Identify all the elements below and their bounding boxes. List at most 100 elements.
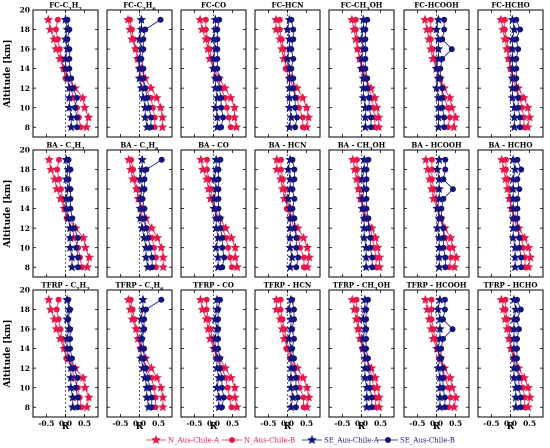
panel-0-CH3OH: FC-CH3OH	[328, 1, 395, 138]
data-point-N_Aus-Chile-A	[525, 392, 535, 402]
data-point-N_Aus-Chile-B	[56, 176, 62, 183]
data-point-SE_Aus-Chile-B	[75, 264, 82, 271]
data-point-N_Aus-Chile-B	[427, 16, 434, 23]
data-point-SE_Aus-Chile-A	[434, 184, 444, 194]
data-point-SE_Aus-Chile-A	[509, 372, 519, 382]
data-point-SE_Aus-Chile-A	[285, 262, 295, 272]
data-point-SE_Aus-Chile-B	[367, 244, 374, 251]
data-point-SE_Aus-Chile-B	[291, 176, 298, 183]
data-point-N_Aus-Chile-B	[203, 296, 210, 303]
panel-2-HCOOH: -0.5 0.0 0.5 TFRP - HCOOH	[403, 281, 470, 428]
data-point-SE_Aus-Chile-A	[507, 44, 518, 54]
x-axis-label: R	[136, 422, 144, 432]
panel-2-CH3OH: -0.5 0.0 0.5 TFRP - CH3OH	[328, 281, 395, 428]
data-point-SE_Aus-Chile-B	[515, 374, 522, 381]
data-point-N_Aus-Chile-B	[300, 264, 307, 271]
data-point-N_Aus-Chile-A	[45, 304, 56, 314]
data-point-SE_Aus-Chile-A	[66, 372, 76, 382]
panel-2-HCHO: -0.5 0.0 0.5 TFRP - HCHO	[477, 281, 544, 428]
data-point-N_Aus-Chile-A	[79, 102, 90, 112]
panel-0-C2H2: 8 10 12 14 16 18 20 FC-C2H2	[20, 1, 99, 138]
data-point-SE_Aus-Chile-A	[358, 92, 369, 102]
data-point-N_Aus-Chile-B	[126, 16, 133, 23]
data-point-SE_Aus-Chile-A	[66, 112, 76, 122]
data-point-N_Aus-Chile-B	[225, 244, 232, 251]
data-point-N_Aus-Chile-B	[225, 114, 232, 121]
data-point-N_Aus-Chile-A	[195, 14, 205, 24]
data-point-N_Aus-Chile-A	[450, 112, 461, 122]
data-point-N_Aus-Chile-B	[129, 306, 136, 313]
data-point-SE_Aus-Chile-B	[292, 124, 299, 131]
data-point-SE_Aus-Chile-B	[67, 345, 74, 352]
data-point-SE_Aus-Chile-B	[366, 104, 373, 111]
data-point-N_Aus-Chile-B	[352, 16, 359, 23]
data-point-SE_Aus-Chile-B	[214, 26, 221, 33]
data-point-SE_Aus-Chile-B	[442, 156, 449, 163]
data-point-N_Aus-Chile-A	[81, 122, 92, 132]
data-point-SE_Aus-Chile-B	[70, 365, 77, 372]
data-point-N_Aus-Chile-B	[446, 114, 453, 121]
data-point-SE_Aus-Chile-B	[513, 65, 520, 72]
data-point-SE_Aus-Chile-A	[287, 252, 297, 262]
data-point-N_Aus-Chile-A	[522, 102, 533, 112]
y-tick-label: 12	[20, 84, 30, 93]
data-point-SE_Aus-Chile-B	[217, 365, 223, 372]
series-line-SE_Aus-Chile-B	[440, 299, 454, 408]
panel-1-C2H6: BA - C2H6	[106, 141, 173, 278]
data-point-SE_Aus-Chile-B	[517, 114, 524, 121]
data-point-SE_Aus-Chile-A	[66, 382, 76, 392]
data-point-N_Aus-Chile-A	[231, 122, 242, 132]
data-point-SE_Aus-Chile-A	[66, 122, 76, 132]
x-axis-label: R	[507, 422, 515, 432]
x-tick-label: 0.5	[226, 419, 239, 428]
series-line-SE_Aus-Chile-B	[439, 19, 453, 128]
data-point-SE_Aus-Chile-A	[509, 24, 520, 34]
data-point-N_Aus-Chile-A	[302, 382, 312, 392]
data-point-SE_Aus-Chile-B	[441, 296, 448, 303]
data-point-SE_Aus-Chile-B	[365, 355, 371, 362]
data-point-SE_Aus-Chile-B	[67, 205, 74, 212]
data-point-SE_Aus-Chile-A	[360, 112, 371, 122]
data-point-SE_Aus-Chile-A	[284, 102, 295, 112]
panel-title: BA - C2H6	[120, 141, 159, 153]
data-point-SE_Aus-Chile-A	[65, 232, 75, 242]
data-point-SE_Aus-Chile-A	[509, 324, 519, 334]
panel-title: FC-CH3OH	[341, 1, 383, 13]
data-point-SE_Aus-Chile-A	[282, 53, 293, 63]
data-point-SE_Aus-Chile-B	[291, 355, 297, 362]
x-axis-label: R	[62, 422, 70, 432]
x-tick-label: 0.5	[152, 419, 165, 428]
data-point-N_Aus-Chile-B	[226, 394, 233, 401]
data-point-SE_Aus-Chile-B	[143, 365, 149, 372]
y-tick-label: 18	[20, 305, 30, 314]
data-point-SE_Aus-Chile-B	[448, 46, 455, 53]
y-tick-label: 8	[25, 123, 30, 132]
data-point-SE_Aus-Chile-B	[67, 195, 74, 202]
data-point-N_Aus-Chile-A	[524, 112, 535, 122]
data-point-SE_Aus-Chile-B	[364, 85, 371, 92]
data-point-N_Aus-Chile-B	[501, 16, 508, 23]
data-point-SE_Aus-Chile-B	[363, 186, 370, 193]
data-point-SE_Aus-Chile-A	[141, 252, 151, 262]
data-point-N_Aus-Chile-B	[501, 26, 508, 33]
data-point-N_Aus-Chile-A	[421, 154, 431, 164]
data-point-SE_Aus-Chile-B	[294, 394, 301, 401]
data-point-N_Aus-Chile-B	[54, 166, 61, 173]
x-tick-label: -0.5	[38, 419, 54, 428]
data-point-SE_Aus-Chile-B	[440, 195, 447, 202]
data-point-N_Aus-Chile-A	[78, 232, 89, 242]
panel-title: TFRP - HCHO	[484, 281, 538, 290]
data-point-SE_Aus-Chile-B	[72, 104, 79, 111]
data-point-N_Aus-Chile-A	[420, 14, 430, 24]
data-point-SE_Aus-Chile-B	[515, 384, 522, 391]
data-point-N_Aus-Chile-A	[84, 252, 94, 262]
data-point-N_Aus-Chile-B	[133, 186, 140, 193]
data-point-SE_Aus-Chile-B	[141, 316, 148, 323]
data-point-SE_Aus-Chile-A	[434, 252, 444, 262]
data-point-N_Aus-Chile-B	[281, 326, 288, 333]
data-point-SE_Aus-Chile-A	[511, 402, 521, 412]
data-point-SE_Aus-Chile-B	[215, 345, 222, 352]
data-point-SE_Aus-Chile-A	[433, 122, 444, 132]
data-point-SE_Aus-Chile-A	[510, 164, 520, 174]
